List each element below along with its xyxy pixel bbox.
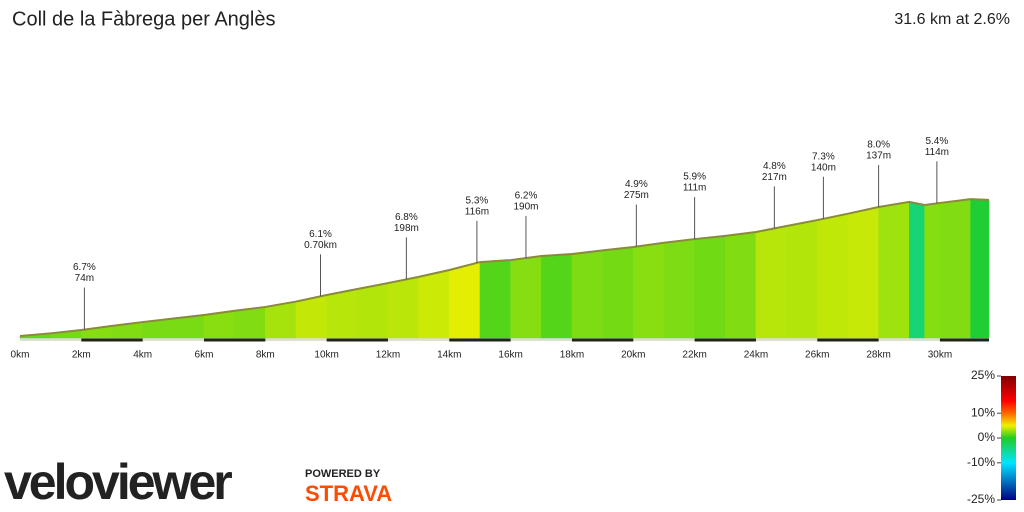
profile-segment: [633, 242, 665, 339]
x-tick-label: 28km: [866, 350, 890, 361]
x-tick-label: 10km: [314, 350, 338, 361]
legend-tick-label: -25%: [967, 492, 995, 506]
profile-segment: [326, 288, 358, 339]
profile-segment: [694, 235, 726, 339]
profile-segment: [571, 250, 603, 339]
annotation-length: 217m: [762, 172, 787, 183]
x-tick-label: 14km: [437, 350, 461, 361]
profile-segment: [449, 261, 481, 339]
annotation-grade: 6.2%: [515, 191, 538, 202]
annotation-grade: 5.9%: [683, 172, 706, 183]
profile-segment: [479, 259, 511, 339]
profile-segment: [387, 276, 419, 339]
chart-title: Coll de la Fàbrega per Anglès: [12, 8, 276, 30]
profile-segment: [418, 269, 450, 339]
partner-logo: STRAVA: [305, 481, 392, 506]
profile-segment: [817, 213, 849, 339]
x-tick-label: 30km: [928, 350, 952, 361]
profile-segment: [786, 219, 818, 339]
x-tick-label: 22km: [682, 350, 706, 361]
profile-segment: [924, 202, 941, 339]
x-tick-label: 18km: [560, 350, 584, 361]
annotation-length: 190m: [513, 202, 538, 213]
x-tick-label: 2km: [72, 350, 91, 361]
x-tick-label: 24km: [744, 350, 768, 361]
profile-segment: [970, 198, 990, 339]
annotation-length: 137m: [866, 151, 891, 162]
annotation-grade: 4.8%: [763, 161, 786, 172]
x-tick-label: 26km: [805, 350, 829, 361]
profile-segment: [234, 306, 266, 339]
annotation-grade: 5.4%: [925, 136, 948, 147]
profile-segment: [510, 255, 542, 339]
annotation-length: 111m: [683, 183, 707, 194]
legend-tick-label: 25%: [971, 368, 995, 382]
annotation-length: 114m: [925, 147, 949, 158]
summary: 31.6 km at 2.6%: [894, 11, 1010, 28]
annotation-length: 140m: [811, 162, 836, 173]
x-tick-label: 16km: [498, 350, 522, 361]
annotation-grade: 7.3%: [812, 151, 835, 162]
annotation-length: 0.70km: [304, 240, 337, 251]
profile-segment: [878, 201, 910, 339]
profile-segment: [541, 253, 573, 339]
profile-segment: [725, 231, 757, 339]
annotation-length: 74m: [75, 273, 94, 284]
profile-segment: [939, 198, 971, 339]
legend-tick-label: -10%: [967, 455, 995, 469]
x-tick-label: 8km: [256, 350, 275, 361]
color-scale: [1001, 376, 1016, 500]
x-tick-label: 12km: [376, 350, 400, 361]
annotation-grade: 6.1%: [309, 229, 332, 240]
annotation-grade: 6.7%: [73, 262, 96, 273]
legend-tick-label: 0%: [978, 430, 996, 444]
profile-segment: [755, 225, 787, 339]
x-tick-label: 6km: [195, 350, 214, 361]
x-tick-label: 20km: [621, 350, 645, 361]
profile-segment: [663, 238, 695, 339]
profile-segment: [847, 206, 879, 339]
annotation-length: 116m: [465, 207, 489, 218]
profile-segment: [909, 201, 925, 339]
annotation-length: 198m: [394, 223, 419, 234]
powered-by: POWERED BY: [305, 468, 381, 480]
annotation-grade: 4.9%: [625, 179, 648, 190]
profile-segment: [602, 246, 634, 339]
annotation-grade: 5.3%: [466, 196, 489, 207]
x-tick-label: 0km: [11, 350, 30, 361]
logo: veloviewer: [4, 454, 232, 510]
x-tick-label: 4km: [133, 350, 152, 361]
profile-segment: [357, 282, 389, 339]
annotation-grade: 8.0%: [867, 140, 890, 151]
annotation-length: 275m: [624, 190, 649, 201]
annotation-grade: 6.8%: [395, 212, 418, 223]
legend-tick-label: 10%: [971, 405, 995, 419]
